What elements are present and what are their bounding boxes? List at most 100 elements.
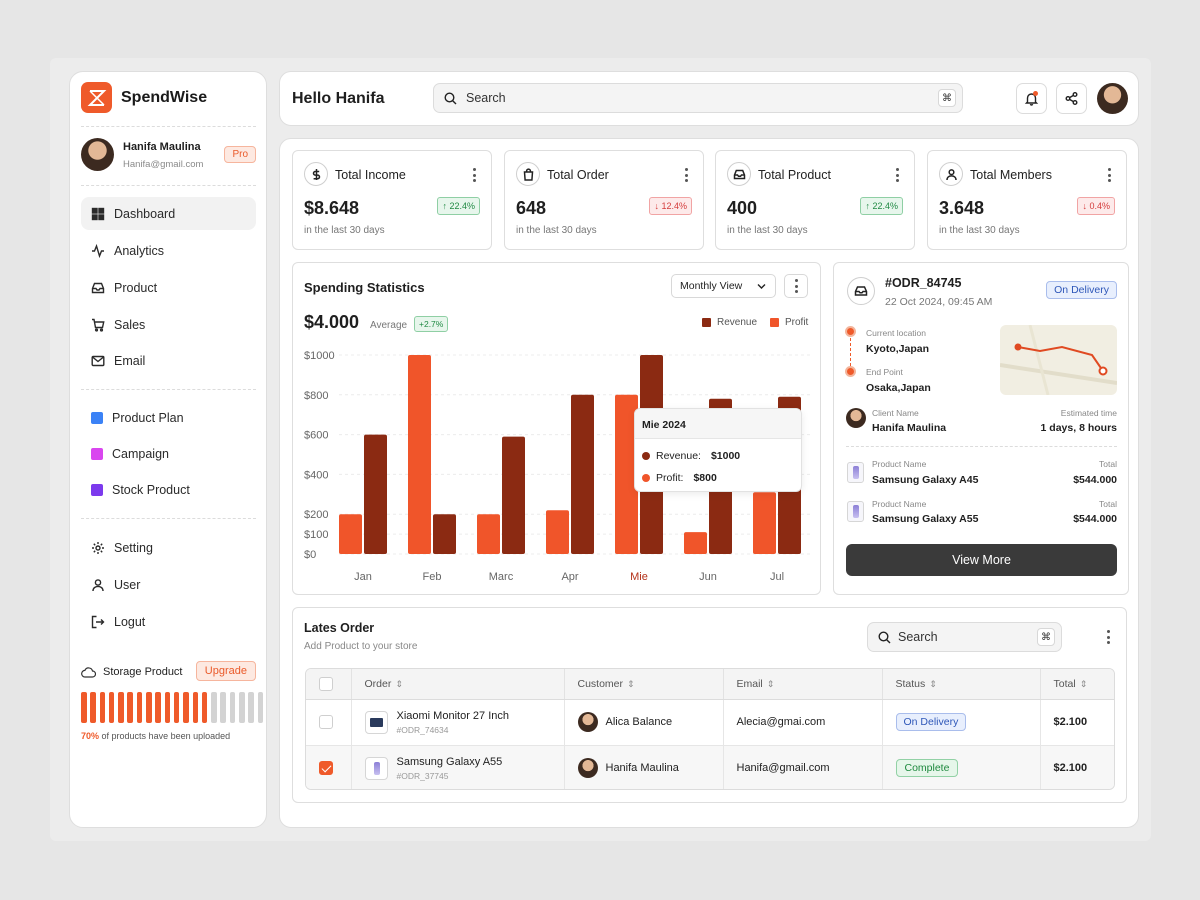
column-label: Order (364, 677, 392, 690)
table-header-row: Order ⇕ Customer ⇕ Email ⇕ Status ⇕ Total ⇕ (306, 669, 1114, 700)
more-icon[interactable] (680, 168, 692, 182)
x-tick-label: Apr (561, 571, 578, 583)
stat-card-members[interactable]: Total Members 3.648 ↓ 0.4% in the last 3… (927, 150, 1127, 250)
view-select[interactable]: Monthly View (671, 274, 776, 298)
share-icon (1065, 92, 1078, 105)
tooltip-label: Revenue: (656, 450, 701, 462)
stat-change-badge: ↑ 22.4% (437, 197, 480, 215)
average-change-badge: +2.7% (414, 316, 449, 332)
stat-card-product[interactable]: Total Product 400 ↑ 22.4% in the last 30… (715, 150, 915, 250)
stat-card-income[interactable]: Total Income $8.648 ↑ 22.4% in the last … (292, 150, 492, 250)
x-tick-label: Jun (699, 571, 717, 583)
product-name: Samsung Galaxy A55 (396, 755, 503, 768)
tooltip-value: $1000 (710, 450, 741, 462)
brand-logo[interactable]: SpendWise (81, 82, 207, 113)
main-panel: Total Income $8.648 ↑ 22.4% in the last … (279, 138, 1139, 828)
column-header-order[interactable]: Order ⇕ (351, 669, 565, 700)
storage-bar-segment (248, 692, 254, 723)
notification-dot (1033, 91, 1038, 96)
status-badge: On Delivery (1046, 281, 1117, 299)
sort-icon: ⇕ (627, 678, 635, 689)
storage-bar-segment (257, 692, 264, 723)
more-icon[interactable] (1102, 630, 1114, 644)
storage-bar-segment (146, 692, 152, 723)
status-badge: On Delivery (895, 713, 967, 731)
end-point: Osaka,Japan (866, 382, 931, 394)
x-tick-label: Mie (630, 571, 648, 583)
divider (81, 389, 256, 390)
more-icon (790, 279, 802, 293)
more-icon[interactable] (1103, 168, 1115, 182)
sidebar-item-product-plan[interactable]: Product Plan (81, 401, 256, 434)
sort-icon: ⇕ (929, 678, 937, 689)
stat-period: in the last 30 days (304, 225, 385, 236)
sidebar-item-campaign[interactable]: Campaign (81, 437, 256, 470)
legend-label: Profit (785, 317, 809, 328)
bar-revenue (502, 436, 525, 554)
bar-profit (546, 510, 569, 554)
route-map[interactable] (1000, 325, 1117, 395)
search-placeholder: Search (898, 630, 938, 644)
sidebar-item-label: Logut (114, 614, 146, 629)
storage-bar-segment (155, 692, 161, 723)
current-location-label: Current location (866, 328, 927, 338)
column-header-email[interactable]: Email ⇕ (723, 669, 883, 700)
logo-icon (81, 82, 112, 113)
table-row[interactable]: Xiaomi Monitor 27 Inch #ODR_74634 Alica B… (306, 699, 1114, 746)
order-search-input[interactable]: Search ⌘ (867, 622, 1062, 652)
sidebar-item-stock-product[interactable]: Stock Product (81, 473, 256, 506)
stat-value: 400 (727, 198, 758, 218)
more-icon[interactable] (891, 168, 903, 182)
row-select-cell (306, 745, 352, 789)
chart-title: Spending Statistics (304, 280, 425, 295)
product-thumbnail (847, 501, 864, 522)
avatar[interactable] (1097, 83, 1128, 114)
stat-period: in the last 30 days (939, 225, 1020, 236)
page-title: Hello Hanifa (292, 90, 385, 107)
divider (81, 185, 256, 186)
storage-bar-segment (81, 692, 87, 723)
sidebar-item-product[interactable]: Product (81, 271, 256, 304)
order-cell: Xiaomi Monitor 27 Inch #ODR_74634 (351, 699, 565, 746)
sidebar-item-label: Product Plan (112, 410, 184, 425)
tooltip-label: Profit: (656, 472, 684, 484)
storage-bar-segment (183, 692, 189, 723)
sidebar-item-sales[interactable]: Sales (81, 308, 256, 341)
sidebar-item-analytics[interactable]: Analytics (81, 234, 256, 267)
search-placeholder: Search (466, 91, 506, 105)
order-cell: Samsung Galaxy A55 #ODR_37745 (351, 745, 565, 789)
sidebar-item-label: Setting (114, 540, 153, 555)
sidebar-item-label: User (114, 577, 141, 592)
stat-title: Total Order (547, 168, 609, 182)
dollar-icon (304, 162, 328, 186)
row-checkbox[interactable] (319, 715, 333, 729)
upgrade-button[interactable]: Upgrade (195, 661, 256, 681)
storage-bar-segment (118, 692, 124, 723)
storage-bar-segment (90, 692, 96, 723)
column-header-status[interactable]: Status ⇕ (882, 669, 1041, 700)
view-more-button[interactable]: View More (846, 544, 1117, 576)
storage-bar-segment (239, 692, 245, 723)
table-row[interactable]: Samsung Galaxy A55 #ODR_37745 Hanifa Maul… (306, 745, 1114, 789)
sort-icon: ⇕ (766, 678, 775, 689)
sidebar-item-logout[interactable]: Logut (81, 605, 256, 638)
route-start-icon (845, 326, 856, 337)
column-header-total[interactable]: Total ⇕ (1040, 669, 1114, 700)
stat-card-order[interactable]: Total Order 648 ↓ 12.4% in the last 30 d… (504, 150, 704, 250)
select-all-checkbox[interactable] (319, 676, 333, 691)
share-button[interactable] (1056, 83, 1087, 114)
column-header-customer[interactable]: Customer ⇕ (564, 669, 724, 700)
sidebar-item-dashboard[interactable]: Dashboard (81, 197, 256, 230)
tooltip-title: Mie 2024 (635, 409, 801, 439)
chart-more-button[interactable] (784, 274, 808, 298)
search-input[interactable]: Search ⌘ (433, 83, 963, 113)
notifications-button[interactable] (1016, 83, 1047, 114)
row-checkbox[interactable] (319, 761, 333, 776)
order-date: 22 Oct 2024, 09:45 AM (885, 296, 993, 308)
section-subtitle: Add Product to your store (304, 641, 418, 652)
user-profile[interactable]: Hanifa Maulina Hanifa@gmail.com Pro (81, 138, 256, 174)
sidebar-item-setting[interactable]: Setting (81, 531, 256, 564)
sidebar-item-user[interactable]: User (81, 568, 256, 601)
sidebar-item-email[interactable]: Email (81, 344, 256, 377)
more-icon[interactable] (468, 168, 480, 182)
